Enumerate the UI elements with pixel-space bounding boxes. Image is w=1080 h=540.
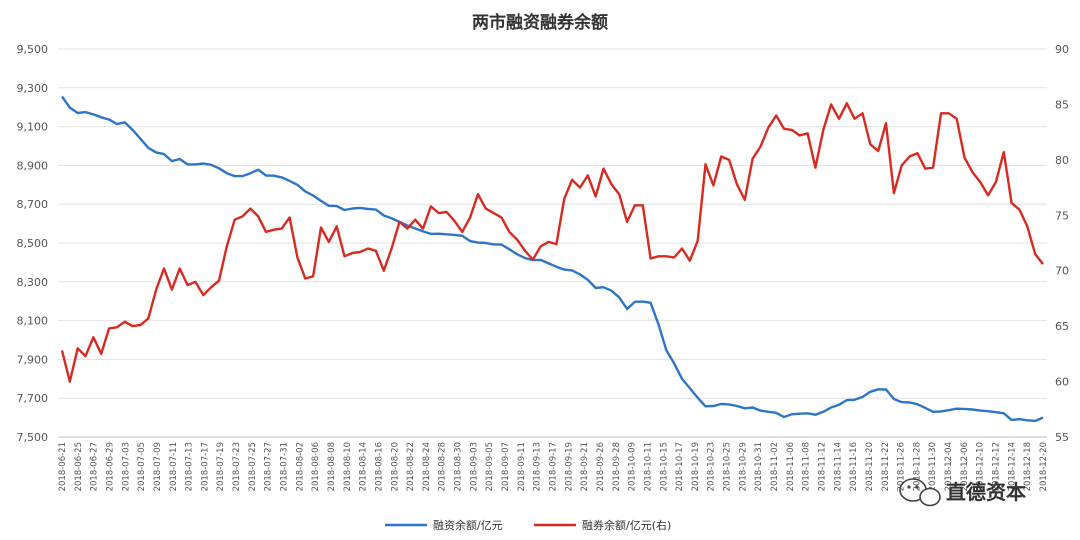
x-tick-label: 2018-10-15 — [659, 442, 669, 491]
y-left-tick-label: 7,900 — [17, 353, 49, 366]
x-tick-label: 2018-12-20 — [1039, 442, 1049, 491]
x-tick-label: 2018-07-31 — [280, 442, 290, 491]
x-tick-label: 2018-08-02 — [295, 442, 305, 491]
x-tick-label: 2018-07-19 — [216, 442, 226, 491]
y-right-tick-label: 75 — [1055, 209, 1069, 222]
y-right-tick-label: 55 — [1055, 431, 1069, 444]
x-tick-label: 2018-09-17 — [549, 442, 559, 491]
x-tick-label: 2018-08-28 — [438, 442, 448, 491]
x-tick-label: 2018-09-07 — [501, 442, 511, 491]
x-tick-label: 2018-10-11 — [643, 442, 653, 491]
y-left-tick-label: 8,300 — [17, 276, 49, 289]
x-tick-label: 2018-12-10 — [976, 442, 986, 491]
x-tick-label: 2018-09-26 — [596, 442, 606, 491]
x-tick-label: 2018-07-27 — [264, 442, 274, 491]
x-tick-label: 2018-10-23 — [707, 442, 717, 491]
x-tick-label: 2018-11-12 — [817, 442, 827, 491]
x-tick-label: 2018-12-18 — [1023, 442, 1033, 491]
x-tick-label: 2018-08-22 — [406, 442, 416, 491]
x-tick-label: 2018-06-21 — [58, 442, 68, 491]
x-tick-label: 2018-09-28 — [612, 442, 622, 491]
wechat-icon — [899, 478, 941, 507]
y-right-tick-label: 60 — [1055, 376, 1069, 389]
x-tick-label: 2018-11-08 — [802, 442, 812, 491]
x-tick-label: 2018-11-28 — [912, 442, 922, 491]
y-right-tick-label: 65 — [1055, 320, 1069, 333]
y-left-tick-label: 8,100 — [17, 315, 49, 328]
x-tick-label: 2018-08-14 — [359, 442, 369, 491]
x-tick-label: 2018-11-26 — [897, 442, 907, 491]
y-left-tick-label: 9,300 — [17, 82, 49, 95]
y-left-tick-label: 9,100 — [17, 121, 49, 134]
x-tick-label: 2018-06-25 — [74, 442, 84, 491]
x-tick-label: 2018-07-13 — [185, 442, 195, 491]
y-left-tick-label: 9,500 — [17, 43, 49, 56]
legend: 融资余额/亿元 融券余额/亿元(右) — [385, 518, 671, 532]
x-tick-label: 2018-07-23 — [232, 442, 242, 491]
series-lines — [60, 95, 1044, 423]
series-line-short — [60, 102, 1044, 383]
x-tick-label: 2018-10-25 — [723, 442, 733, 491]
y-right-tick-label: 85 — [1055, 98, 1069, 111]
x-tick-label: 2018-09-13 — [533, 442, 543, 491]
x-tick-label: 2018-08-08 — [327, 442, 337, 491]
x-tick-label: 2018-08-16 — [374, 442, 384, 491]
x-tick-label: 2018-10-31 — [754, 442, 764, 491]
x-tick-label: 2018-10-17 — [675, 442, 685, 491]
x-tick-label: 2018-12-06 — [960, 442, 970, 491]
x-tick-label: 2018-06-29 — [105, 442, 115, 491]
x-tick-label: 2018-10-29 — [738, 442, 748, 491]
x-tick-label: 2018-06-27 — [90, 442, 100, 491]
x-tick-label: 2018-09-05 — [485, 442, 495, 491]
x-tick-label: 2018-09-19 — [564, 442, 574, 491]
x-tick-label: 2018-07-09 — [153, 442, 163, 491]
watermark-text: 直德资本 — [946, 480, 1026, 504]
y-left-tick-label: 7,500 — [17, 431, 49, 444]
x-tick-label: 2018-09-21 — [580, 442, 590, 491]
y-left-tick-label: 7,700 — [17, 392, 49, 405]
x-tick-label: 2018-12-12 — [992, 442, 1002, 491]
y-left-tick-label: 8,700 — [17, 198, 49, 211]
x-tick-label: 2018-09-11 — [517, 442, 527, 491]
left-axis: 7,500 7,700 7,900 8,100 8,300 8,500 8,700 8,900… — [17, 43, 49, 444]
y-left-tick-label: 8,900 — [17, 159, 49, 172]
x-tick-label: 2018-11-22 — [881, 442, 891, 491]
x-tick-label: 2018-09-03 — [469, 442, 479, 491]
x-tick-label: 2018-10-09 — [628, 442, 638, 491]
x-tick-label: 2018-11-20 — [865, 442, 875, 491]
x-tick-label: 2018-08-06 — [311, 442, 321, 491]
x-tick-label: 2018-07-05 — [137, 442, 147, 491]
x-tick-label: 2018-12-14 — [1007, 442, 1017, 491]
chart-title: 两市融资融券余额 — [472, 12, 608, 33]
right-axis: 55 60 65 70 75 80 85 90 — [1055, 43, 1069, 444]
y-left-tick-label: 8,500 — [17, 237, 49, 250]
x-tick-label: 2018-11-16 — [849, 442, 859, 491]
watermark: 直德资本 — [899, 478, 1026, 507]
x-tick-label: 2018-07-25 — [248, 442, 258, 491]
x-tick-label: 2018-07-11 — [169, 442, 179, 491]
x-tick-label: 2018-11-02 — [770, 442, 780, 491]
legend-label-financing: 融资余额/亿元 — [433, 518, 503, 532]
y-right-tick-label: 70 — [1055, 265, 1069, 278]
x-tick-label: 2018-07-17 — [200, 442, 210, 491]
x-tick-label: 2018-08-10 — [343, 442, 353, 491]
x-tick-label: 2018-11-06 — [786, 442, 796, 491]
x-axis: 2018-06-21 2018-06-25 2018-06-27 2018-06-29… — [58, 442, 1049, 491]
legend-label-short: 融券余额/亿元(右) — [582, 518, 671, 532]
x-tick-label: 2018-11-30 — [928, 442, 938, 491]
y-right-tick-label: 90 — [1055, 43, 1069, 56]
x-tick-label: 2018-11-14 — [833, 442, 843, 491]
x-tick-label: 2018-07-03 — [121, 442, 131, 491]
x-tick-label: 2018-08-24 — [422, 442, 432, 491]
x-tick-label: 2018-12-04 — [944, 442, 954, 491]
series-line-financing — [61, 95, 1044, 423]
y-right-tick-label: 80 — [1055, 154, 1069, 167]
x-tick-label: 2018-08-30 — [454, 442, 464, 491]
x-tick-label: 2018-08-20 — [390, 442, 400, 491]
x-tick-label: 2018-10-19 — [691, 442, 701, 491]
